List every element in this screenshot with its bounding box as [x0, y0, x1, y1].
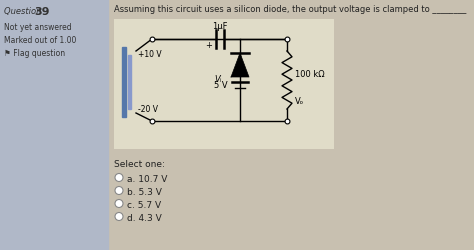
Text: 100 kΩ: 100 kΩ: [295, 70, 325, 79]
Circle shape: [115, 213, 123, 220]
Text: Not yet answered: Not yet answered: [4, 23, 72, 32]
Text: 5 V: 5 V: [214, 81, 228, 90]
Text: Question: Question: [4, 7, 44, 16]
Bar: [114, 20, 334, 150]
Text: c. 5.7 V: c. 5.7 V: [127, 200, 161, 209]
Text: d. 4.3 V: d. 4.3 V: [127, 213, 162, 222]
Text: 39: 39: [34, 7, 49, 17]
Bar: [122, 48, 126, 117]
Text: +: +: [205, 40, 212, 49]
Bar: [0, 0, 108, 250]
Bar: [128, 56, 131, 110]
Circle shape: [115, 200, 123, 208]
Circle shape: [115, 174, 123, 182]
Text: +10 V: +10 V: [138, 50, 162, 59]
Text: Select one:: Select one:: [114, 159, 165, 168]
Text: a. 10.7 V: a. 10.7 V: [127, 174, 167, 183]
Text: -20 V: -20 V: [138, 104, 158, 114]
Text: b. 5.3 V: b. 5.3 V: [127, 187, 162, 196]
Text: ⚑ Flag question: ⚑ Flag question: [4, 49, 65, 58]
Text: Marked out of 1.00: Marked out of 1.00: [4, 36, 76, 45]
Text: 1μF: 1μF: [212, 22, 228, 31]
Text: Assuming this circuit uses a silicon diode, the output voltage is clamped to ___: Assuming this circuit uses a silicon dio…: [114, 5, 466, 14]
Text: Vₒ: Vₒ: [295, 97, 304, 106]
Circle shape: [115, 187, 123, 195]
Text: Vᵢ: Vᵢ: [214, 75, 221, 84]
Polygon shape: [231, 54, 249, 78]
